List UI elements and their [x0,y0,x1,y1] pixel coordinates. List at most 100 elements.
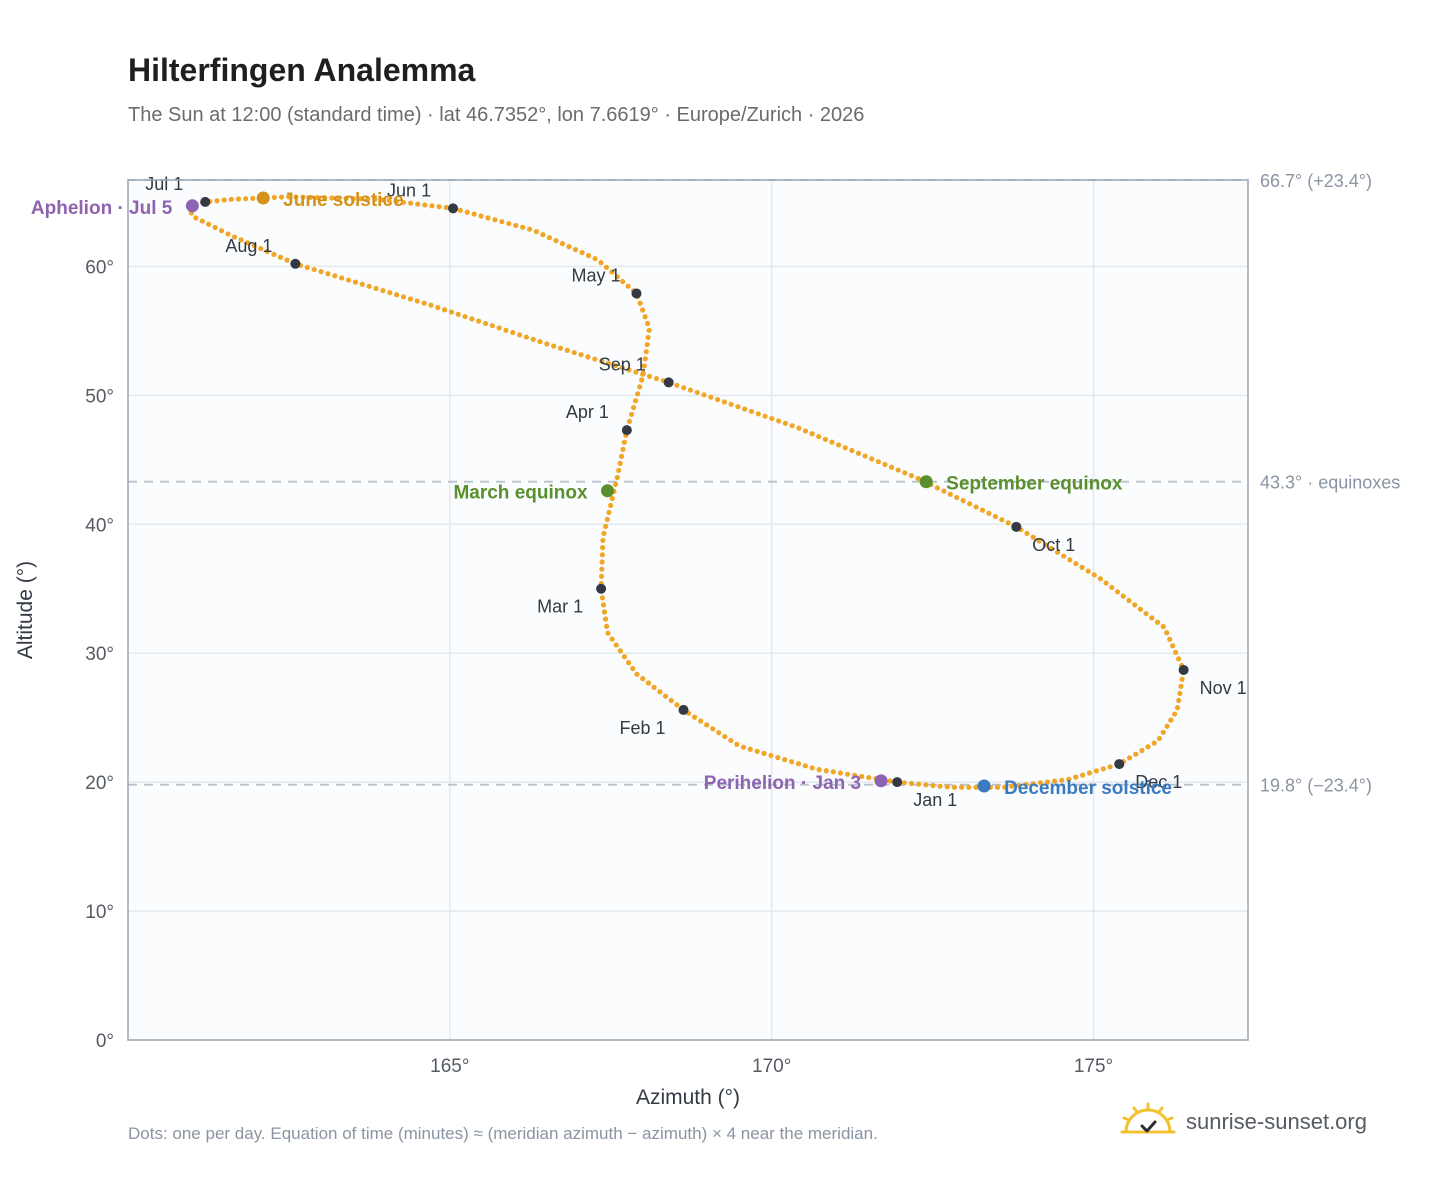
day-dot [640,676,646,682]
day-dot [1085,568,1091,574]
day-dot [999,517,1005,523]
day-dot [343,195,349,202]
day-dot [788,759,795,765]
reference-line-label: 43.3° · equinoxes [1260,473,1400,493]
day-dot [1016,782,1022,789]
day-dot [662,693,669,699]
day-dot [1174,705,1181,711]
event-label: December solstice [1004,778,1172,799]
event-marker [919,475,933,489]
x-tick-label: 175° [1074,1056,1113,1077]
day-dot [1137,606,1143,612]
day-dot [513,222,519,229]
month-marker [290,258,301,269]
day-dot [1052,778,1058,784]
reference-line-label: 19.8° (−23.4°) [1260,776,1372,796]
day-dot [782,757,788,763]
month-marker [200,196,211,207]
day-dot [1139,747,1145,754]
day-dot [478,213,484,219]
day-dot [250,195,256,201]
day-dot [634,671,640,677]
brand[interactable]: sunrise-sunset.org [1120,1102,1367,1142]
brand-name[interactable]: sunrise-sunset.org [1186,1109,1367,1134]
day-dot [372,196,378,202]
day-dot [1149,615,1155,621]
day-dot [1054,549,1061,555]
footnote: Dots: one per day. Equation of time (min… [128,1124,878,1143]
day-dot [293,194,299,200]
day-dot [1079,564,1085,570]
day-dot [1042,542,1048,548]
day-dot [967,501,973,507]
day-dot [540,232,546,238]
day-dot [579,250,585,256]
day-dot [633,398,639,404]
month-marker [596,583,607,594]
month-label: Jun 1 [387,180,431,200]
day-dot [849,447,855,454]
day-dot [614,274,620,280]
day-dot [357,196,364,202]
day-dot [836,442,842,448]
day-dot [895,467,901,473]
day-dot [1132,602,1138,608]
day-dot [199,218,205,224]
day-dot [869,456,875,462]
day-dot [1067,557,1073,563]
day-dot [992,513,998,520]
day-dot [1107,764,1113,770]
day-dot [714,396,721,403]
day-dot [613,481,619,488]
month-label: Jul 1 [145,174,183,194]
day-dot [642,314,648,320]
month-label: Jan 1 [913,790,957,810]
day-dot [492,217,498,223]
y-tick-label: 0° [96,1031,114,1052]
day-dot [585,253,592,259]
day-dot [951,784,958,790]
x-axis-label: Azimuth (°) [636,1086,740,1109]
day-dot [443,204,449,211]
day-dot [842,445,848,451]
day-dot [345,277,352,283]
day-dot [592,256,598,262]
day-dot [775,754,781,761]
day-dot [537,339,543,345]
day-dot [651,684,657,690]
day-dot [1093,768,1099,774]
month-marker [631,288,642,299]
day-dot [471,211,477,217]
day-dot [566,244,572,250]
day-dot [329,195,335,201]
day-dot [1030,534,1036,540]
day-dot [823,768,829,774]
day-dot [428,302,434,308]
day-dot [365,196,371,202]
day-dot [605,630,611,636]
day-dot [609,636,615,642]
day-dot [307,194,313,200]
day-dot [735,404,741,410]
day-dot [646,373,653,379]
day-dot [1100,766,1106,772]
day-dot [318,269,324,275]
day-dot [380,287,386,294]
day-dot [332,273,338,279]
event-label: Perihelion · Jan 3 [704,773,861,794]
day-dot [796,425,802,431]
day-dot [1145,744,1151,750]
day-dot [530,336,536,342]
day-dot [245,240,251,246]
month-label: Mar 1 [537,597,583,617]
day-dot [212,224,218,231]
day-dot [214,198,220,204]
day-dot [640,307,646,313]
day-dot [721,399,727,405]
day-dot [264,248,270,255]
day-dot [1172,711,1178,717]
day-dot [1073,561,1079,567]
y-tick-label: 40° [85,515,114,536]
day-dot [300,194,306,200]
day-dot [954,494,960,501]
